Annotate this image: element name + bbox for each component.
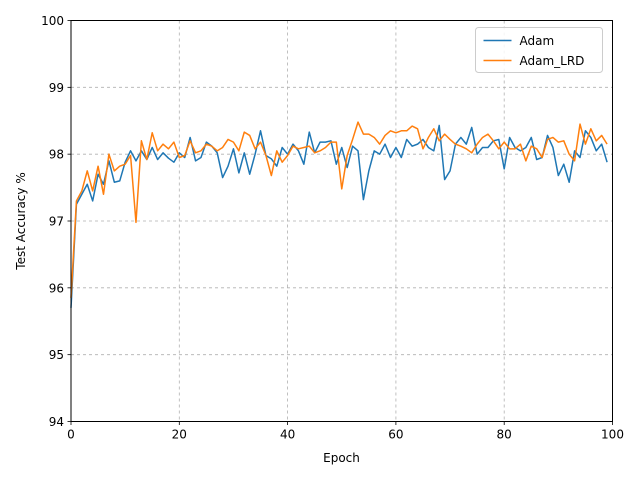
x-tick-label: 20 [172, 428, 187, 442]
y-axis-label: Test Accuracy % [14, 172, 28, 270]
x-tick-label: 60 [388, 428, 403, 442]
legend: Adam Adam_LRD [475, 27, 603, 73]
x-tick-label: 100 [601, 428, 624, 442]
x-tick-label: 40 [280, 428, 295, 442]
y-tick-label: 99 [49, 81, 64, 95]
axis-ticks: 0 20 40 60 80 100 94 95 96 97 98 99 100 [41, 14, 624, 442]
y-tick-label: 98 [49, 148, 64, 162]
y-tick-label: 97 [49, 215, 64, 229]
y-tick-label: 95 [49, 348, 64, 362]
series-line-adam [70, 124, 608, 308]
y-tick-label: 96 [49, 281, 64, 295]
legend-label: Adam [520, 34, 555, 48]
x-tick-label: 80 [497, 428, 512, 442]
y-tick-label: 94 [49, 415, 64, 429]
x-axis-label: Epoch [323, 451, 360, 465]
legend-label: Adam_LRD [520, 54, 585, 68]
series-line-adam-lrd [70, 121, 608, 298]
series-lines [70, 121, 608, 308]
x-tick-label: 0 [67, 428, 75, 442]
y-tick-label: 100 [41, 14, 64, 28]
